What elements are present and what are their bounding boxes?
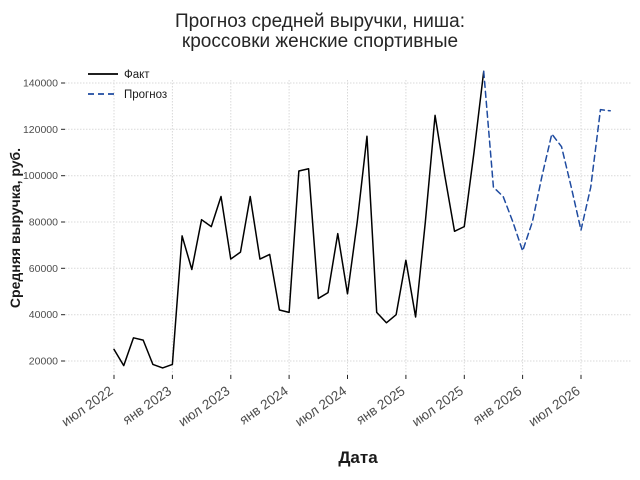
svg-text:Факт: Факт (124, 69, 150, 81)
svg-text:июл 2026: июл 2026 (526, 383, 583, 429)
svg-text:янв 2023: янв 2023 (120, 383, 174, 427)
svg-text:120000: 120000 (23, 124, 58, 136)
svg-text:Прогноз средней выручки, ниша:: Прогноз средней выручки, ниша: (175, 11, 465, 32)
svg-text:янв 2026: янв 2026 (470, 383, 524, 427)
svg-text:60000: 60000 (29, 263, 58, 275)
svg-text:июл 2022: июл 2022 (59, 383, 116, 429)
svg-text:80000: 80000 (29, 217, 58, 229)
svg-text:Дата: Дата (338, 448, 378, 467)
svg-text:янв 2024: янв 2024 (237, 383, 292, 428)
svg-text:140000: 140000 (23, 78, 58, 90)
svg-text:июл 2025: июл 2025 (409, 383, 466, 429)
svg-text:июл 2023: июл 2023 (176, 383, 233, 429)
svg-text:Средняя выручка, руб.: Средняя выручка, руб. (7, 148, 23, 308)
svg-text:40000: 40000 (29, 309, 58, 321)
svg-text:100000: 100000 (23, 170, 58, 182)
svg-text:июл 2024: июл 2024 (292, 383, 349, 429)
svg-text:янв 2025: янв 2025 (353, 383, 407, 427)
svg-text:кроссовки женские спортивные: кроссовки женские спортивные (182, 31, 458, 52)
svg-text:Прогноз: Прогноз (124, 89, 167, 101)
svg-text:20000: 20000 (29, 356, 58, 368)
